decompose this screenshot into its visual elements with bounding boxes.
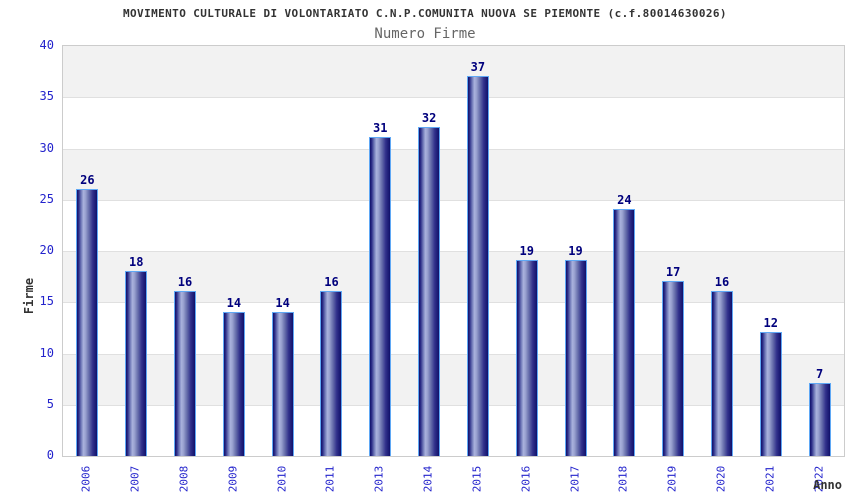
bar-value-label: 16 [714,275,730,289]
bar-value-label: 16 [324,275,339,289]
band [63,46,844,98]
gridline [63,251,844,252]
x-tick-label-2011: 2011 [323,465,337,493]
bar-2006 [76,188,99,456]
bar-2007 [125,270,148,456]
bar-2011 [320,291,343,456]
bar-value-label: 19 [568,244,583,259]
x-tick-label-2018: 2018 [616,465,630,493]
x-tick-label-2019: 2019 [665,465,679,493]
bar-2010 [271,311,294,456]
bar-value-label: 12 [763,316,778,330]
chart-subtitle: Numero Firme [374,26,476,42]
band [63,199,844,251]
y-tick-label: 25 [39,191,54,206]
bar-2013 [369,137,392,456]
x-tick-label-2020: 2020 [714,465,728,493]
gridline [63,353,844,355]
x-tick-label-2014: 2014 [421,465,435,493]
bar-2009 [222,311,245,456]
gridline [63,148,844,150]
gridline [63,404,844,406]
bar-2018 [613,209,636,456]
plot-area: 26 18 16 14 14 16 31 32 37 19 19 24 17 16 12 7 Firme [22,45,845,457]
x-tick-label-2021: 2021 [763,465,777,493]
y-tick-label: 30 [39,140,54,155]
gridline [63,97,844,99]
bar-value-label: 18 [128,254,144,269]
y-tick-label: 10 [39,345,54,360]
bar-2017 [564,260,587,456]
bar-2021 [759,332,782,456]
bar-value-label: 24 [617,193,632,207]
band [63,97,844,149]
y-tick-label: 0 [46,448,54,462]
bar-value-label: 14 [275,295,290,310]
x-tick-label-2007: 2007 [128,465,142,493]
bar-value-label: 37 [470,59,486,74]
y-tick-label: 15 [39,294,54,309]
bar-value-label: 7 [815,367,824,382]
y-tick-label: 35 [39,89,54,104]
bar-value-label: 32 [421,111,437,125]
bar-2014 [418,127,441,456]
band [63,148,844,200]
x-axis-title: Anno [813,478,842,492]
bar-value-label: 19 [519,244,534,259]
bar-value-label: 16 [177,275,193,289]
x-tick-label-2010: 2010 [275,465,289,493]
bar-2008 [174,291,197,456]
x-tick-label-2017: 2017 [568,465,582,493]
y-tick-label: 40 [39,38,54,52]
bar-value-label: 26 [80,172,95,187]
bar-value-label: 14 [226,295,242,310]
bar-value-label: 31 [373,121,388,136]
x-tick-label-2016: 2016 [519,465,533,493]
gridline [63,302,844,304]
bar-2016 [515,260,538,456]
x-tick-label-2009: 2009 [226,465,240,493]
y-tick-label: 20 [39,243,54,257]
bar-2019 [662,280,685,456]
bar-2022 [808,383,831,456]
bar-2020 [710,291,733,456]
x-tick-label-2006: 2006 [79,465,93,493]
gridline [63,199,844,201]
y-tick-label: 5 [46,396,54,411]
bar-2015 [466,75,489,456]
bar-value-label: 17 [665,264,681,279]
x-tick-label-2008: 2008 [177,465,191,493]
chart-title: MOVIMENTO CULTURALE DI VOLONTARIATO C.N.… [123,7,727,20]
x-tick-label-2013: 2013 [372,465,386,493]
x-tick-label-2015: 2015 [470,465,484,493]
